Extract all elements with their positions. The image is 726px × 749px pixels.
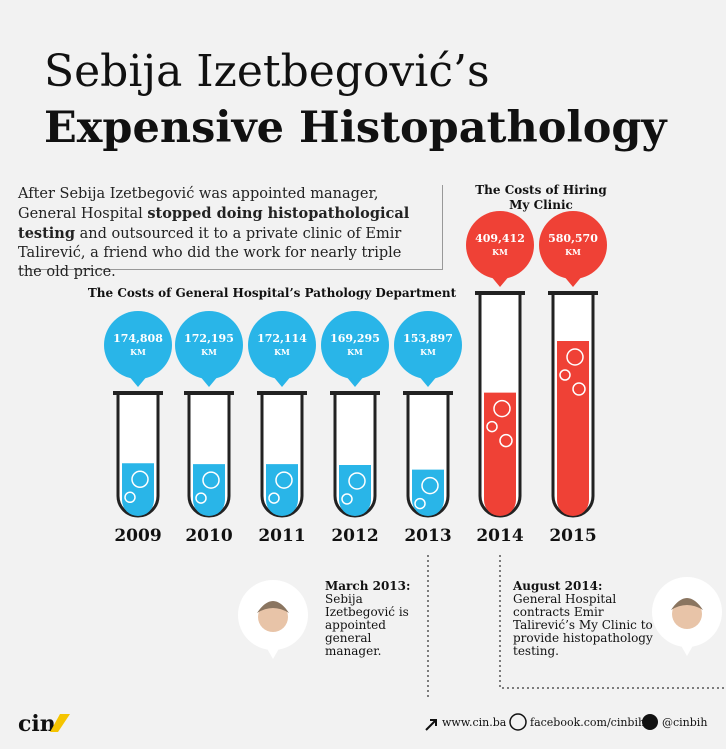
value-bubble: [175, 311, 243, 379]
logo-mark: [50, 714, 70, 732]
annotation-text: general: [325, 631, 372, 645]
liquid: [484, 392, 516, 516]
unit-label: KM: [201, 347, 217, 357]
bubble-deco: [566, 348, 584, 366]
x-tick-label: 2013: [404, 526, 451, 546]
bubble-deco: [486, 420, 498, 433]
value-bubble: [248, 311, 316, 379]
liquid: [557, 341, 589, 516]
value-label: 174,808: [113, 332, 163, 345]
group-title: My Clinic: [509, 198, 573, 212]
group-title: The Costs of General Hospital’s Patholog…: [88, 286, 457, 300]
intro-text: After Sebija Izetbegović was appointed m…: [18, 185, 443, 280]
annotation-text: Sebija: [325, 592, 363, 606]
bubble-deco: [275, 471, 293, 489]
value-label: 172,114: [257, 332, 307, 345]
unit-label: KM: [492, 247, 508, 257]
x-tick-label: 2015: [549, 526, 596, 546]
footer-link: www.cin.ba: [442, 716, 507, 729]
x-tick-label: 2014: [476, 526, 523, 546]
x-tick-label: 2010: [185, 526, 232, 546]
value-label: 153,897: [403, 332, 453, 345]
unit-label: KM: [274, 347, 290, 357]
value-label: 172,195: [184, 332, 234, 345]
photo-face: [258, 602, 288, 632]
value-label: 409,412: [475, 232, 525, 245]
value-label: 580,570: [548, 232, 598, 245]
value-bubble: [321, 311, 389, 379]
annotation-date: March 2013:: [325, 579, 410, 593]
title-line2: Expensive Histopathology: [44, 103, 668, 153]
bubble-deco: [124, 491, 136, 504]
bubble-deco: [572, 382, 586, 396]
intro-after: and outsourced it to a private clinic of…: [18, 226, 402, 280]
bubble-deco: [202, 471, 220, 489]
bubble-deco: [559, 369, 571, 381]
photo-hair: [257, 601, 289, 613]
bubble-deco: [421, 476, 439, 495]
annotation-text: contracts Emir: [513, 605, 604, 619]
annotation-text: provide histopathology: [513, 631, 653, 645]
bubble-deco: [131, 470, 149, 489]
bubble-deco: [493, 399, 511, 418]
footer-link: facebook.com/cinbih: [530, 716, 645, 729]
tw-icon: [642, 714, 658, 730]
photo-face: [672, 599, 702, 629]
annotation-text: Talirević’s My Clinic to: [513, 618, 653, 632]
footer-link: @cinbih: [662, 716, 707, 729]
value-bubble: [104, 311, 172, 379]
title-line1: Sebija Izetbegović’s: [44, 46, 490, 97]
unit-label: KM: [565, 247, 581, 257]
web-icon: [425, 719, 437, 731]
bubble-deco: [268, 492, 280, 504]
intro-bold: stopped doing histopathological testing: [18, 205, 410, 242]
annotation-text: Izetbegović is: [325, 605, 409, 619]
intro-before: After Sebija Izetbegović was appointed m…: [18, 186, 379, 222]
bubble-deco: [195, 492, 207, 504]
bubble-deco: [348, 472, 366, 490]
annotation-text: manager.: [325, 644, 381, 658]
group-title: The Costs of Hiring: [475, 183, 607, 197]
x-tick-label: 2009: [114, 526, 161, 546]
value-bubble: [539, 211, 607, 279]
bubble-deco: [499, 433, 513, 448]
value-bubble: [394, 311, 462, 379]
annotation-text: testing.: [513, 644, 559, 658]
value-bubble: [466, 211, 534, 279]
value-label: 169,295: [330, 332, 380, 345]
unit-label: KM: [420, 347, 436, 357]
fb-icon: [509, 713, 527, 731]
annotation-date: August 2014:: [512, 579, 602, 593]
logo: cin: [18, 711, 56, 737]
x-tick-label: 2011: [258, 526, 305, 546]
unit-label: KM: [130, 347, 146, 357]
annotation-text: General Hospital: [513, 592, 616, 606]
bubble-deco: [414, 497, 426, 510]
photo-hair: [671, 598, 703, 610]
bubble-deco: [341, 493, 353, 505]
annotation-text: appointed: [325, 618, 386, 632]
x-tick-label: 2012: [331, 526, 378, 546]
unit-label: KM: [347, 347, 363, 357]
